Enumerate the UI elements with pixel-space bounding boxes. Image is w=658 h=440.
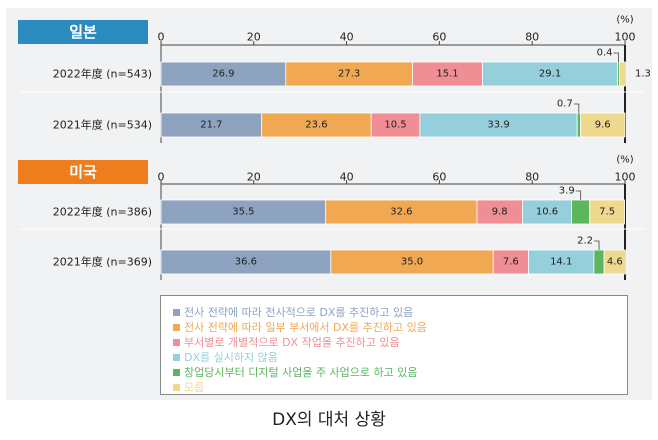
data-label: 36.6 bbox=[235, 257, 257, 268]
bar-segment bbox=[576, 112, 581, 138]
category-label: 2022年度 (n=543) bbox=[53, 67, 152, 81]
x-tick-label: 100 bbox=[615, 31, 636, 44]
x-tick-label: 40 bbox=[340, 171, 354, 184]
legend: 전사 전략에 따라 전사적으로 DX를 추진하고 있음 전사 전략에 따라 일부… bbox=[160, 295, 628, 395]
bar-segment bbox=[370, 112, 421, 138]
category-label: 2022年度 (n=386) bbox=[53, 205, 152, 219]
data-label: 1.3 bbox=[635, 69, 651, 80]
legend-swatch bbox=[173, 384, 180, 391]
legend-item: DX를 실시하지 않음 bbox=[173, 349, 278, 365]
x-tick-label: 20 bbox=[247, 171, 261, 184]
data-label: 32.6 bbox=[390, 207, 412, 218]
x-tick-label: 40 bbox=[340, 31, 354, 44]
legend-label: DX를 실시하지 않음 bbox=[184, 351, 278, 364]
bar-segment bbox=[619, 61, 626, 87]
legend-label: 전사 전략에 따라 일부 부서에서 DX를 추진하고 있음 bbox=[184, 321, 427, 334]
x-tick-label: 0 bbox=[158, 31, 165, 44]
data-label: 7.5 bbox=[599, 207, 615, 218]
bar-segment bbox=[160, 61, 287, 87]
bar-segment bbox=[492, 249, 529, 275]
data-label: 35.5 bbox=[232, 207, 254, 218]
data-label: 3.9 bbox=[559, 186, 575, 197]
legend-item: 전사 전략에 따라 전사적으로 DX를 추진하고 있음 bbox=[173, 304, 413, 320]
data-label: 0.4 bbox=[597, 48, 613, 59]
legend-item: 부서별로 개별적으로 DX 작업을 추진하고 있음 bbox=[173, 334, 400, 350]
bar-segment bbox=[419, 112, 578, 138]
bar-segment bbox=[603, 249, 626, 275]
bar-segment bbox=[160, 249, 332, 275]
legend-swatch bbox=[173, 369, 180, 376]
legend-swatch bbox=[173, 324, 180, 331]
bar-segment bbox=[261, 112, 372, 138]
bar-segment bbox=[528, 249, 595, 275]
legend-swatch bbox=[173, 354, 180, 361]
legend-item: 모름 bbox=[173, 379, 204, 395]
data-label: 29.1 bbox=[539, 69, 561, 80]
x-tick-label: 60 bbox=[432, 171, 446, 184]
legend-label: 전사 전략에 따라 전사적으로 DX를 추진하고 있음 bbox=[184, 306, 414, 319]
category-label: 2021年度 (n=369) bbox=[53, 255, 152, 269]
callout-line bbox=[594, 240, 600, 250]
x-tick-label: 80 bbox=[525, 171, 539, 184]
x-tick-label: 60 bbox=[432, 31, 446, 44]
data-label: 27.3 bbox=[338, 69, 360, 80]
x-tick-label: 0 bbox=[158, 171, 165, 184]
bar-segment bbox=[412, 61, 483, 87]
data-label: 7.6 bbox=[503, 257, 519, 268]
bar-segment bbox=[589, 199, 625, 225]
data-label: 9.8 bbox=[492, 207, 508, 218]
panel-title: 일본 bbox=[69, 23, 97, 41]
data-label: 23.6 bbox=[305, 120, 327, 131]
panel-title: 미국 bbox=[69, 163, 97, 181]
x-tick-label: 100 bbox=[615, 171, 636, 184]
data-label: 9.6 bbox=[595, 120, 611, 131]
panel-title-badge bbox=[18, 20, 148, 44]
callout-line bbox=[573, 103, 580, 113]
callout-line bbox=[575, 190, 582, 200]
bar-segment bbox=[160, 112, 263, 138]
bar-segment bbox=[330, 249, 494, 275]
legend-swatch bbox=[173, 339, 180, 346]
unit-label: (%) bbox=[616, 155, 633, 166]
data-label: 4.6 bbox=[607, 257, 623, 268]
callout-line bbox=[613, 52, 619, 62]
unit-label: (%) bbox=[616, 15, 633, 26]
legend-label: 부서별로 개별적으로 DX 작업을 추진하고 있음 bbox=[184, 336, 400, 349]
data-label: 10.6 bbox=[536, 207, 558, 218]
data-label: 14.1 bbox=[550, 257, 572, 268]
data-label: 33.9 bbox=[487, 120, 509, 131]
bar-segment bbox=[593, 249, 605, 275]
legend-label: 창업당시부터 디지털 사업을 주 사업으로 하고 있음 bbox=[184, 366, 418, 379]
legend-item: 창업당시부터 디지털 사업을 주 사업으로 하고 있음 bbox=[173, 364, 418, 380]
data-label: 15.1 bbox=[436, 69, 458, 80]
data-label: 2.2 bbox=[577, 236, 593, 247]
data-label: 26.9 bbox=[212, 69, 234, 80]
x-tick-label: 20 bbox=[247, 31, 261, 44]
legend-label: 모름 bbox=[184, 381, 205, 394]
legend-item: 전사 전략에 따라 일부 부서에서 DX를 추진하고 있음 bbox=[173, 319, 427, 335]
bar-segment bbox=[522, 199, 573, 225]
bar-segment bbox=[476, 199, 523, 225]
category-label: 2021年度 (n=534) bbox=[53, 118, 152, 132]
figure-caption: DX의 대처 상황 bbox=[272, 410, 386, 430]
data-label: 0.7 bbox=[557, 99, 573, 110]
data-label: 10.5 bbox=[384, 120, 406, 131]
data-label: 35.0 bbox=[401, 257, 423, 268]
panel-title-badge bbox=[18, 160, 148, 184]
legend-swatch bbox=[173, 309, 180, 316]
x-tick-label: 80 bbox=[525, 31, 539, 44]
data-label: 21.7 bbox=[200, 120, 222, 131]
bar-segment bbox=[571, 199, 591, 225]
bar-segment bbox=[580, 112, 626, 138]
